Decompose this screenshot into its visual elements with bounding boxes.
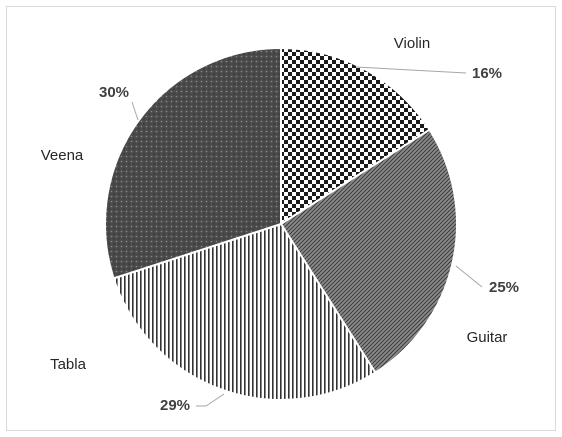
slice-label-tabla: Tabla bbox=[50, 356, 87, 373]
slice-label-veena: Veena bbox=[41, 147, 84, 164]
leader-line-violin bbox=[355, 66, 467, 74]
pie-slice-tabla bbox=[112, 222, 377, 401]
leader-line-veena bbox=[131, 101, 139, 121]
slice-label-violin: Violin bbox=[394, 35, 430, 52]
slice-value-veena: 30% bbox=[99, 84, 129, 101]
slice-value-guitar: 25% bbox=[489, 279, 519, 296]
slice-label-guitar: Guitar bbox=[467, 329, 508, 346]
pie-slice-violin bbox=[280, 46, 431, 226]
pie-slice-veena bbox=[104, 46, 282, 280]
slice-value-tabla: 29% bbox=[160, 397, 190, 414]
leader-line-guitar bbox=[455, 265, 483, 288]
slice-value-violin: 16% bbox=[472, 65, 502, 82]
leader-line-tabla bbox=[196, 393, 225, 407]
pie-slice-guitar bbox=[279, 128, 458, 374]
